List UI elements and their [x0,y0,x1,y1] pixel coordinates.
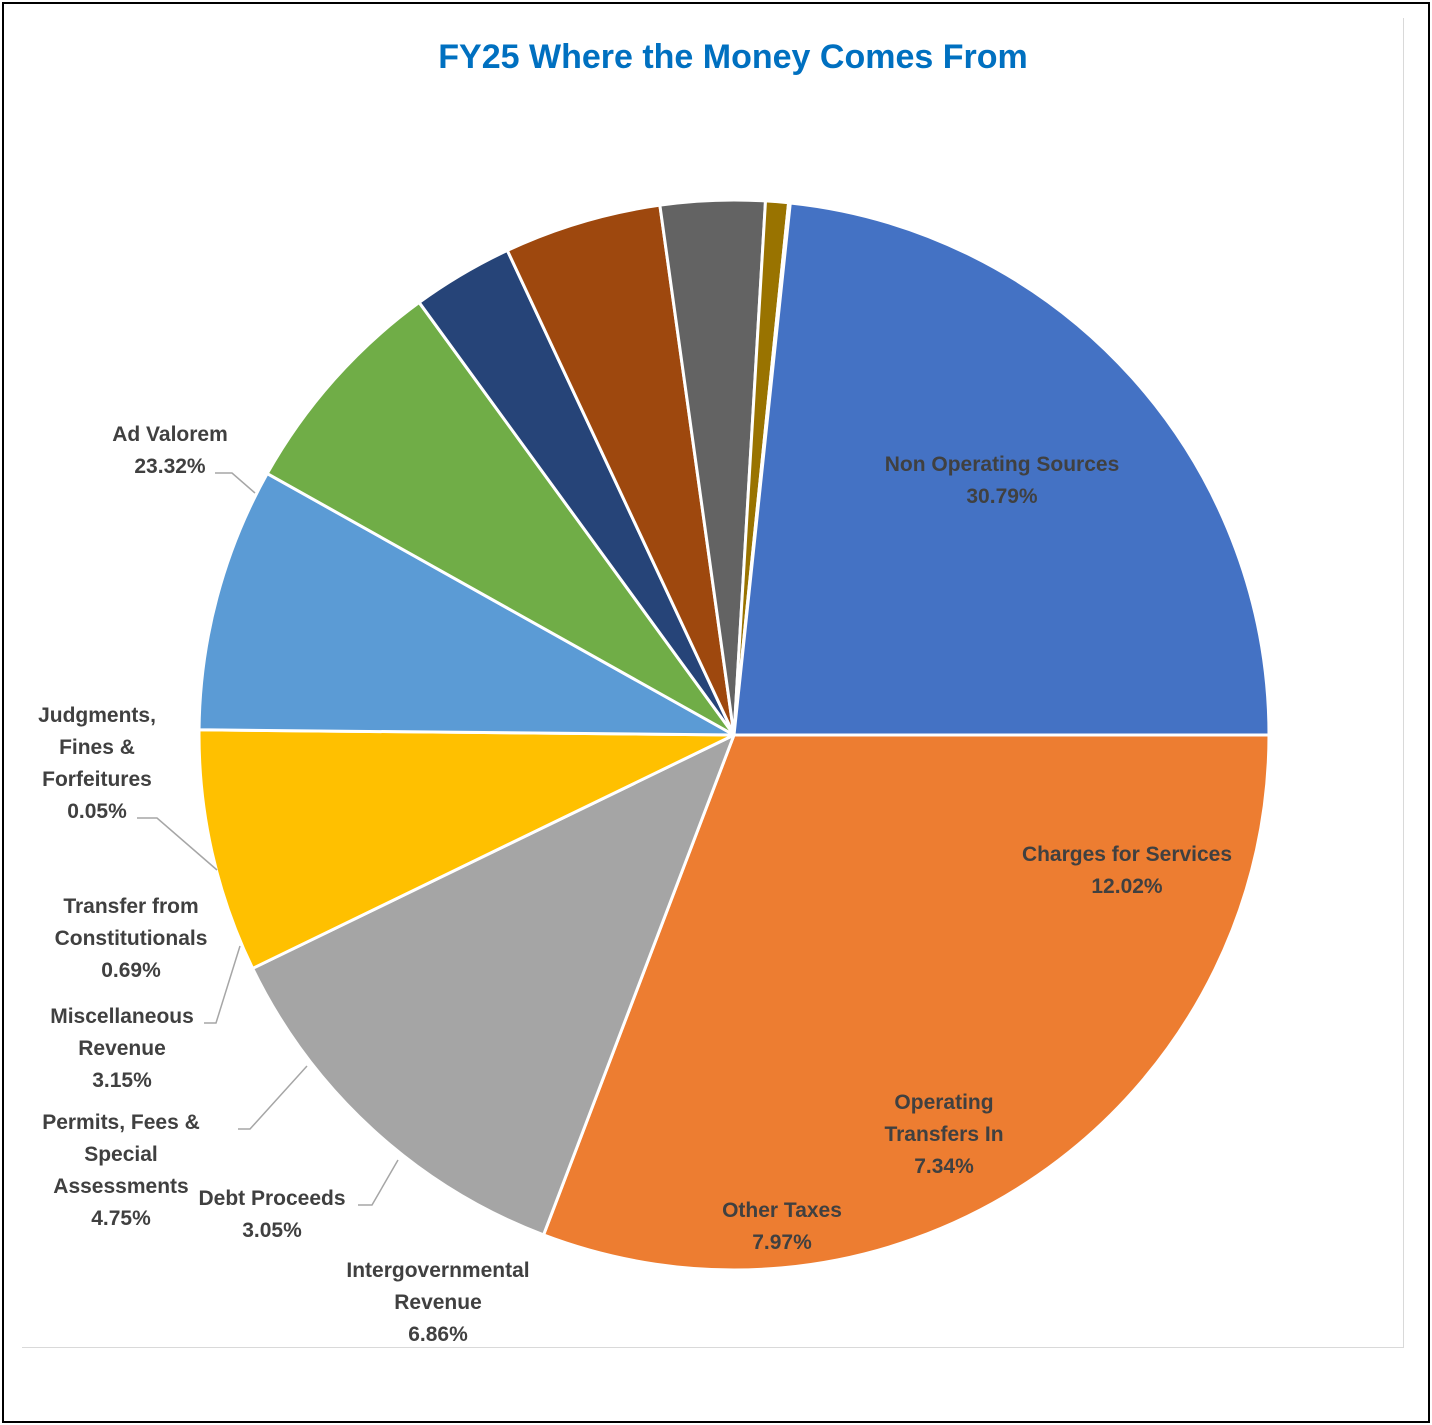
chart-area [22,18,1404,1348]
leader-line [204,945,241,1024]
data-label: Ad Valorem 23.32% [112,423,228,478]
data-label: Operating Transfers In 7.34% [884,1091,1003,1178]
pie-slice-charges-for-services [251,733,736,1237]
data-label: Transfer from Constitutionals 0.69% [55,895,208,982]
leader-line [358,1159,399,1206]
leader-line [238,1065,308,1130]
leader-line [137,817,218,871]
data-label: Charges for Services 12.02% [1022,843,1232,898]
data-label: Intergovernmental Revenue 6.86% [346,1259,529,1346]
data-label: Miscellaneous Revenue 3.15% [50,1005,194,1092]
data-label: Other Taxes 7.97% [722,1199,842,1254]
pie-slice-operating-transfers-in [197,728,736,970]
chart-title: FY25 Where the Money Comes From [438,38,1028,76]
pie-slice-ad-valorem [732,201,1271,737]
data-label: Non Operating Sources 30.79% [885,453,1120,508]
data-label: Judgments, Fines & Forfeitures 0.05% [38,704,156,823]
pie-slice-other-taxes [197,472,736,737]
pie-slice-non-operating-sources [542,733,1271,1272]
leader-line [215,472,256,494]
pie-slice-intergovernmental-revenue [265,300,736,737]
data-label: Debt Proceeds 3.05% [198,1187,345,1242]
data-label: Permits, Fees & Special Assessments 4.75% [42,1111,200,1230]
